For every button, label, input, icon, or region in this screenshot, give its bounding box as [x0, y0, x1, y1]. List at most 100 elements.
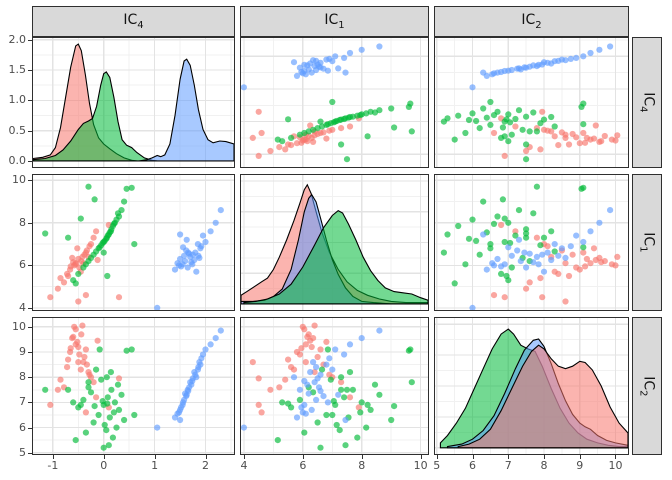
data-point	[558, 245, 565, 252]
data-point	[501, 133, 508, 140]
data-point	[555, 57, 562, 64]
data-point	[388, 105, 395, 112]
x-axis-tick-mark	[436, 455, 438, 459]
data-point	[539, 108, 546, 115]
data-point	[198, 243, 205, 250]
data-point	[388, 416, 395, 424]
y-axis-tick-label: 0.0	[8, 153, 27, 167]
x-axis-tick-label: 8	[358, 459, 366, 472]
data-point	[332, 346, 339, 353]
data-point	[590, 135, 598, 142]
data-point	[587, 260, 594, 267]
data-point	[329, 98, 336, 106]
panel-IC2-vs-IC4	[434, 37, 629, 168]
data-point	[583, 255, 590, 263]
data-point	[75, 298, 82, 305]
x-axis-tick-mark	[52, 455, 54, 459]
data-point	[274, 136, 281, 143]
data-point	[537, 275, 544, 282]
data-point	[74, 245, 81, 252]
data-point	[47, 401, 54, 408]
data-point	[469, 216, 476, 223]
data-point	[533, 253, 540, 260]
data-point	[296, 396, 303, 403]
data-point	[131, 241, 138, 248]
data-point	[341, 54, 348, 61]
x-axis-tick-mark	[615, 455, 617, 459]
data-point	[302, 341, 309, 348]
data-point	[78, 331, 85, 338]
data-point	[72, 261, 79, 268]
data-point	[562, 298, 569, 305]
y-axis-tick-mark	[28, 452, 32, 454]
data-point	[346, 341, 354, 348]
data-point	[91, 403, 98, 410]
data-point	[75, 270, 82, 277]
data-point	[539, 294, 546, 301]
data-point	[462, 261, 469, 268]
data-point	[503, 272, 510, 280]
points-group-2	[42, 346, 138, 451]
points-group-2	[274, 346, 415, 451]
data-point	[175, 409, 183, 416]
x-axis-tick-mark	[205, 455, 207, 459]
data-point	[101, 421, 108, 429]
data-point	[105, 442, 112, 449]
data-point	[255, 375, 262, 382]
data-point	[90, 379, 97, 386]
data-point	[341, 394, 348, 401]
data-point	[451, 136, 458, 143]
data-point	[98, 376, 105, 383]
data-point	[562, 260, 569, 267]
strip-label: IC1	[637, 232, 657, 253]
grid-minor	[435, 38, 628, 167]
data-point	[301, 429, 308, 436]
data-point	[526, 128, 533, 135]
data-point	[79, 322, 86, 329]
data-point	[114, 210, 122, 217]
data-point	[65, 272, 72, 280]
data-point	[601, 132, 608, 140]
data-point	[526, 279, 533, 286]
data-point	[580, 100, 587, 107]
points-group-2	[42, 183, 138, 287]
plot-area	[435, 38, 628, 167]
data-point	[313, 396, 320, 403]
data-point	[498, 68, 505, 76]
data-point	[480, 69, 487, 76]
data-point	[333, 421, 340, 429]
y-axis-tick-label: 6	[19, 420, 26, 434]
data-point	[217, 207, 224, 214]
data-point	[108, 386, 115, 393]
data-point	[487, 241, 494, 248]
data-point	[285, 356, 292, 363]
data-point	[212, 335, 219, 342]
data-point	[99, 398, 106, 405]
data-point	[178, 404, 185, 411]
data-point	[93, 248, 100, 255]
data-point	[279, 399, 286, 406]
plot-area	[241, 38, 428, 167]
panel-IC1-vs-IC2	[240, 317, 429, 455]
data-point	[505, 219, 512, 226]
data-point	[109, 434, 116, 441]
data-point	[301, 377, 308, 385]
data-point	[480, 198, 487, 205]
data-point	[74, 338, 81, 345]
data-point	[335, 65, 342, 72]
data-point	[537, 242, 544, 249]
data-point	[555, 252, 562, 259]
data-point	[465, 116, 473, 124]
data-point	[199, 232, 207, 239]
data-point	[310, 359, 317, 366]
data-point	[358, 46, 365, 53]
data-point	[324, 121, 331, 128]
data-point	[75, 359, 82, 366]
data-point	[317, 346, 324, 353]
data-point	[258, 409, 265, 416]
data-point	[329, 366, 336, 373]
data-point	[483, 114, 490, 121]
data-point	[343, 386, 351, 393]
data-point	[329, 411, 336, 419]
data-point	[576, 266, 583, 273]
